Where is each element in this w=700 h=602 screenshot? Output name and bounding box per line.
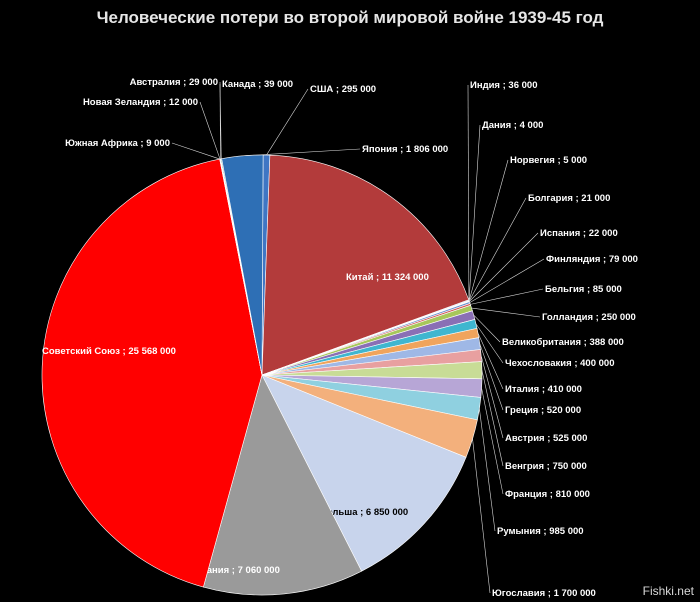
leader-line-18 [479,408,496,532]
leader-line-19 [472,438,491,594]
leader-line-24 [199,101,221,160]
data-label-17: Франция ; 810 000 [505,489,590,500]
data-label-1: США ; 295 000 [310,84,376,95]
leader-line-11 [473,314,501,343]
data-label-2: Китай ; 11 324 000 [346,272,429,283]
chart-title: Человеческие потери во второй мировой во… [96,8,604,27]
data-label-23: Южная Африка ; 9 000 [65,138,170,149]
watermark: Fishki.net [642,584,694,598]
leader-line-23 [171,142,220,160]
leader-line-5 [468,159,509,301]
data-label-21: Германия ; 7 060 000 [184,565,280,576]
data-label-18: Румыния ; 985 000 [497,526,584,537]
leader-line-1 [266,88,309,156]
data-label-15: Австрия ; 525 000 [505,433,587,444]
leader-line-17 [481,388,504,495]
leader-line-27 [242,148,361,157]
data-label-7: Испания ; 22 000 [540,228,618,239]
pie-slice-20 [261,374,467,572]
data-label-24: Новая Зеландия ; 12 000 [83,97,198,108]
data-label-3: Индия ; 36 000 [470,80,537,91]
data-label-8: Финляндия ; 79 000 [546,254,638,265]
data-label-25: Австралия ; 29 000 [130,77,218,88]
data-label-13: Италия ; 410 000 [505,384,582,395]
leader-line-12 [475,323,504,364]
leader-line-6 [468,197,527,302]
leader-line-7 [469,232,539,302]
data-label-9: Бельгия ; 85 000 [545,284,622,295]
data-label-20: Польша ; 6 850 000 [320,507,408,518]
leader-line-8 [469,258,545,303]
leader-line-14 [479,343,504,411]
data-label-14: Греция ; 520 000 [505,405,581,416]
leader-line-10 [471,307,541,318]
data-label-4: Дания ; 4 000 [482,120,543,131]
data-label-16: Венгрия ; 750 000 [505,461,587,472]
pie-slice-2 [261,154,470,376]
leader-line-13 [477,332,504,390]
leader-line-4 [468,124,481,301]
data-label-27: Япония ; 1 806 000 [362,144,448,155]
data-label-22: Советский Союз ; 25 568 000 [42,346,176,357]
leader-line-26 [219,83,222,159]
leader-line-16 [481,370,504,467]
data-label-10: Голландия ; 250 000 [542,312,636,323]
leader-line-9 [470,288,544,305]
data-label-5: Норвегия ; 5 000 [510,155,587,166]
data-label-12: Чехословакия ; 400 000 [505,358,614,369]
data-label-19: Югославия ; 1 700 000 [492,588,596,599]
pie-slice-21 [202,374,362,596]
data-label-26: Канада ; 39 000 [222,79,293,90]
leader-line-15 [480,355,504,439]
leader-line-3 [467,84,470,301]
data-label-6: Болгария ; 21 000 [528,193,610,204]
pie-slice-22 [41,158,263,588]
data-label-11: Великобритания ; 388 000 [502,337,624,348]
